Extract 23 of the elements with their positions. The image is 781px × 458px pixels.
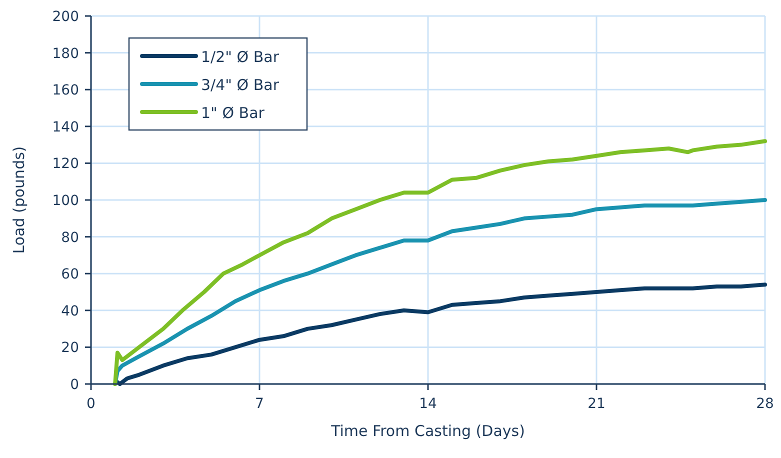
x-tick-label: 28 xyxy=(756,396,774,412)
legend-label: 3/4" Ø Bar xyxy=(201,76,280,94)
y-tick-label: 120 xyxy=(52,156,79,172)
y-tick-label: 180 xyxy=(52,46,79,62)
line-series xyxy=(115,282,767,386)
y-tick-label: 60 xyxy=(61,266,79,283)
y-tick-label: 0 xyxy=(70,377,79,393)
line-series xyxy=(113,139,767,386)
x-tick-label: 14 xyxy=(419,396,437,412)
y-tick-label: 140 xyxy=(52,119,79,136)
x-axis-title: Time From Casting (Days) xyxy=(330,422,525,440)
y-tick-label: 20 xyxy=(61,340,79,356)
y-tick-label: 160 xyxy=(52,82,79,99)
legend-label: 1/2" Ø Bar xyxy=(201,48,280,66)
y-tick-label: 100 xyxy=(52,193,79,209)
y-axis-title: Load (pounds) xyxy=(10,146,28,254)
y-tick-label: 80 xyxy=(61,230,79,246)
x-tick-label: 0 xyxy=(86,396,96,412)
y-tick-label: 40 xyxy=(61,303,79,320)
legend-label: 1" Ø Bar xyxy=(201,104,266,122)
y-tick-label: 200 xyxy=(52,9,79,25)
x-tick-label: 21 xyxy=(588,396,606,412)
x-tick-label: 7 xyxy=(255,396,264,412)
